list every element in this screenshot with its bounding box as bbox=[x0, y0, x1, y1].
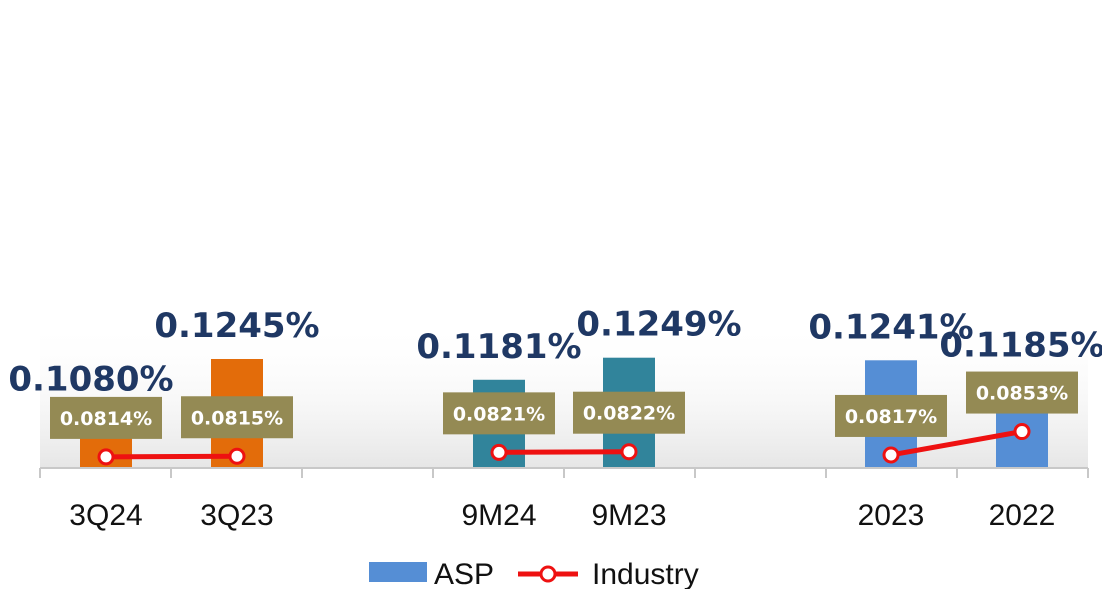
legend: ASP Industry bbox=[369, 558, 699, 589]
industry-point bbox=[620, 443, 638, 461]
asp-value-label: 0.1185% bbox=[939, 325, 1102, 365]
industry-line-segment bbox=[890, 429, 1023, 458]
asp-value-label: 0.1241% bbox=[808, 307, 973, 347]
industry-label-box bbox=[181, 396, 293, 439]
industry-value-label: 0.0814% bbox=[60, 408, 152, 430]
x-tick-label: 3Q23 bbox=[200, 499, 273, 532]
industry-value-label: 0.0817% bbox=[845, 406, 937, 428]
x-tick-label: 3Q24 bbox=[69, 499, 142, 532]
tick-marks bbox=[39, 468, 1089, 478]
asp-value-label: 0.1080% bbox=[8, 360, 173, 400]
industry-label-box bbox=[573, 391, 685, 434]
x-tick-label: 2022 bbox=[989, 499, 1056, 532]
industry-value-label: 0.0853% bbox=[976, 383, 1068, 405]
legend-asp-swatch bbox=[369, 562, 427, 582]
legend-asp-label: ASP bbox=[434, 558, 494, 589]
industry-line-segment bbox=[498, 449, 630, 455]
legend-industry-label: Industry bbox=[592, 558, 699, 589]
industry-label-box bbox=[50, 396, 162, 439]
industry-point bbox=[882, 446, 900, 464]
industry-line-segment bbox=[105, 453, 238, 460]
industry-label-box bbox=[966, 371, 1078, 414]
labels-layer: 0.1080% 3Q24 0.1245% 3Q23 0.1181% 9M24 0.1249%… bbox=[8, 305, 1102, 532]
asp-value-label: 0.1181% bbox=[416, 327, 581, 367]
industry-point bbox=[228, 447, 246, 465]
industry-point bbox=[97, 448, 115, 466]
industry-point bbox=[1013, 423, 1031, 441]
industry-line-layer bbox=[97, 423, 1031, 466]
x-tick-label: 9M23 bbox=[591, 499, 666, 532]
industry-value-label: 0.0822% bbox=[583, 403, 675, 425]
industry-label-box bbox=[443, 392, 555, 435]
asp-value-label: 0.1249% bbox=[576, 305, 741, 345]
industry-value-label: 0.0821% bbox=[453, 403, 545, 425]
industry-point bbox=[490, 443, 508, 461]
x-tick-label: 2023 bbox=[858, 499, 925, 532]
industry-label-box bbox=[835, 394, 947, 437]
legend-industry-marker bbox=[539, 565, 557, 583]
asp-value-label: 0.1245% bbox=[154, 306, 319, 346]
industry-value-label: 0.0815% bbox=[191, 407, 283, 429]
x-tick-label: 9M24 bbox=[461, 499, 536, 532]
